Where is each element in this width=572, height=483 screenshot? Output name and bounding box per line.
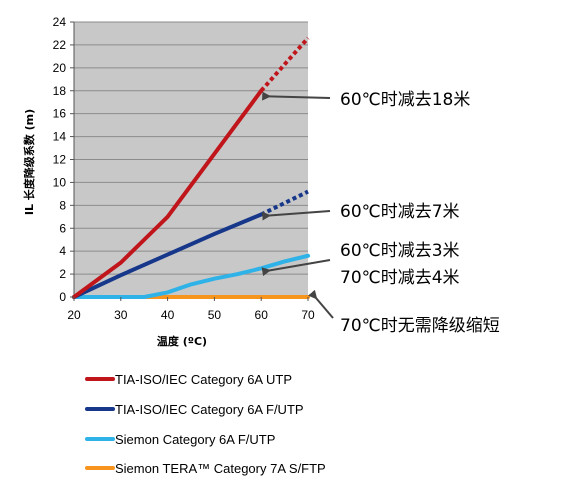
legend: TIA-ISO/IEC Category 6A UTP TIA-ISO/IEC C… (85, 372, 326, 476)
annotation-label: 60℃时减去3米 (340, 241, 460, 261)
y-tick-label: 20 (53, 61, 67, 75)
series-line-3 (72, 253, 310, 299)
y-tick-label: 14 (53, 130, 67, 144)
legend-label: Siemon TERA™ Category 7A S/FTP (115, 461, 326, 476)
x-tick-label: 20 (67, 308, 81, 322)
series-line-2 (72, 212, 264, 299)
annotations: 60℃时减去18米 60℃时减去7米 60℃时减去3米 70℃时减去4米 70℃时无需降… (261, 90, 500, 336)
series-extrapolated-1 (259, 36, 310, 93)
y-tick-label: 24 (53, 15, 67, 29)
series-layer (72, 36, 310, 299)
y-tick-label: 8 (59, 198, 66, 212)
x-tick-label: 40 (161, 308, 175, 322)
y-tick-label: 4 (59, 244, 66, 258)
annotation-arrow (308, 289, 334, 319)
x-tick-label: 60 (255, 308, 269, 322)
y-tick-label: 18 (53, 84, 67, 98)
annotation-label: 60℃时减去18米 (340, 90, 470, 110)
y-axis-title: IL 长度降级系数 (m) (22, 109, 36, 215)
legend-label: TIA-ISO/IEC Category 6A F/UTP (115, 402, 304, 417)
y-tick-label: 6 (59, 221, 66, 235)
grid (74, 21, 308, 298)
y-tick-label: 2 (59, 267, 66, 281)
series-line-1 (72, 88, 264, 299)
annotation-label: 60℃时减去7米 (340, 202, 460, 222)
legend-label: Siemon Category 6A F/UTP (115, 432, 275, 447)
annotation-arrow (261, 259, 331, 277)
x-tick-label: 30 (114, 308, 128, 322)
y-tick-label: 10 (53, 175, 67, 189)
annotation-label: 70℃时无需降级缩短 (340, 316, 500, 336)
legend-label: TIA-ISO/IEC Category 6A UTP (115, 372, 292, 387)
y-tick-label: 12 (53, 153, 67, 167)
y-tick-label: 16 (53, 107, 67, 121)
y-tick-label: 22 (53, 38, 67, 52)
annotation-arrow (262, 91, 331, 101)
annotation-arrow (261, 210, 331, 221)
x-axis-title: 温度 (ºC) (157, 334, 207, 348)
x-tick-label: 70 (301, 308, 315, 322)
series-extrapolated-2 (260, 189, 309, 217)
y-tick-label: 0 (59, 290, 66, 304)
x-tick-label: 50 (208, 308, 222, 322)
annotation-label: 70℃时减去4米 (340, 268, 460, 288)
